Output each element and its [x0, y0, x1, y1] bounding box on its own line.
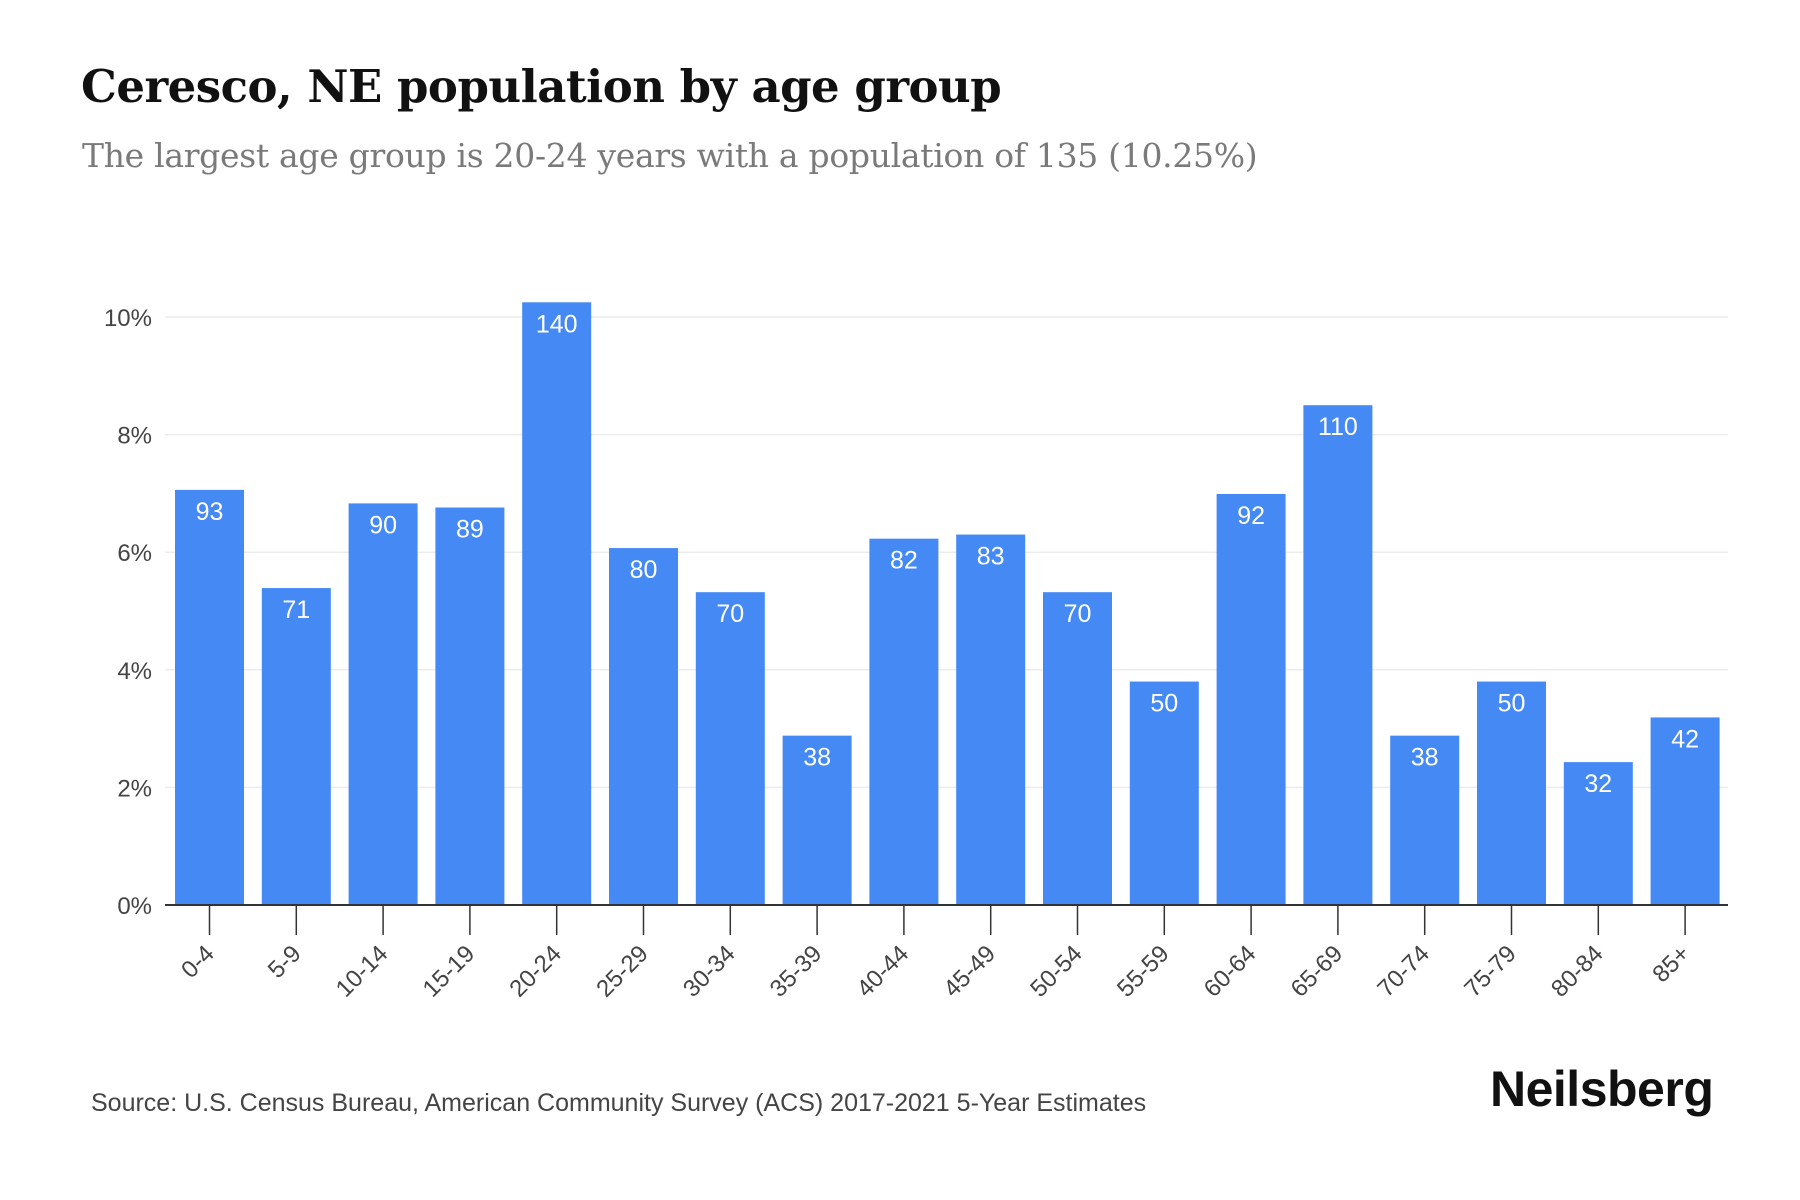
- x-tick-label: 25-29: [591, 940, 654, 1003]
- x-tick-label: 50-54: [1025, 940, 1088, 1003]
- x-tick-label: 85+: [1647, 940, 1695, 988]
- bar-value-label: 89: [456, 516, 484, 544]
- bar-5-9: [261, 588, 331, 905]
- y-tick-label: 6%: [117, 540, 152, 567]
- brand-logo: Neilsberg: [1490, 1061, 1714, 1117]
- bar-value-label: 93: [196, 498, 224, 526]
- bar-value-label: 140: [536, 310, 578, 338]
- bar-value-label: 70: [716, 600, 744, 628]
- bars: 93 71 90 89 140 80 70 38 82 83 70 50 92 110 38 50 32 42: [175, 302, 1720, 905]
- y-tick-label: 4%: [117, 658, 152, 685]
- chart-title: Ceresco, NE population by age group: [81, 60, 1002, 113]
- bar-50-54: [1043, 592, 1112, 905]
- x-tick-label: 30-34: [678, 940, 741, 1003]
- y-tick-label: 10%: [104, 305, 152, 332]
- bar-60-64: [1216, 493, 1286, 905]
- grid-lines: [165, 316, 1728, 789]
- bar-value-label: 42: [1671, 725, 1699, 753]
- chart-subtitle: The largest age group is 20-24 years wit…: [82, 136, 1258, 175]
- source-note: Source: U.S. Census Bureau, American Com…: [91, 1089, 1147, 1117]
- x-tick-label: 60-64: [1199, 940, 1262, 1003]
- bar-value-label: 82: [890, 547, 918, 575]
- bar-15-19: [435, 507, 505, 905]
- bar-45-49: [956, 534, 1026, 905]
- x-tick-label: 40-44: [852, 940, 915, 1003]
- x-tick-label: 80-84: [1546, 940, 1609, 1003]
- bar-55-59: [1129, 681, 1199, 905]
- bar-value-label: 90: [369, 511, 397, 539]
- y-tick-label: 8%: [117, 423, 152, 450]
- bar-value-label: 50: [1498, 690, 1526, 718]
- y-tick-label: 0%: [117, 893, 152, 920]
- x-tick-label: 20-24: [504, 940, 567, 1003]
- bar-65-69: [1303, 405, 1373, 905]
- bar-value-label: 110: [1318, 413, 1358, 441]
- bar-20-24: [522, 302, 592, 905]
- bar-30-34: [695, 592, 765, 905]
- bar-value-label: 70: [1064, 600, 1092, 628]
- bar-value-label: 71: [282, 596, 310, 624]
- bar-35-39: [782, 735, 852, 905]
- x-tick-label: 65-69: [1286, 940, 1349, 1003]
- x-tick-label: 15-19: [418, 940, 481, 1003]
- y-axis-ticks: 0% 2% 4% 6% 8% 10%: [104, 305, 152, 920]
- bar-0-4: [175, 489, 244, 905]
- bar-10-14: [348, 503, 418, 905]
- bar-value-label: 38: [803, 744, 831, 772]
- x-tick-label: 10-14: [331, 940, 394, 1003]
- bar-40-44: [869, 538, 939, 905]
- bar-value-label: 32: [1584, 770, 1612, 798]
- y-tick-label: 2%: [117, 775, 152, 802]
- x-tick-label: 70-74: [1372, 940, 1435, 1003]
- bar-value-label: 50: [1150, 690, 1178, 718]
- bar-value-label: 83: [977, 543, 1005, 571]
- bar-value-label: 92: [1237, 502, 1265, 530]
- x-tick-label: 45-49: [938, 940, 1001, 1003]
- bar-85+: [1650, 717, 1720, 905]
- bar-75-79: [1477, 681, 1546, 905]
- x-tick-label: 5-9: [263, 940, 307, 984]
- x-tick-label: 0-4: [176, 940, 220, 984]
- x-tick-label: 75-79: [1459, 940, 1522, 1003]
- x-axis-ticks: 0-4 5-9 10-14 15-19 20-24 25-29 30-34 35-39 40-4…: [176, 905, 1695, 1003]
- x-tick-label: 35-39: [765, 940, 828, 1003]
- bar-value-label: 80: [630, 556, 658, 584]
- x-tick-label: 55-59: [1112, 940, 1175, 1003]
- bar-70-74: [1390, 735, 1460, 905]
- bar-80-84: [1563, 762, 1633, 905]
- bar-25-29: [609, 548, 678, 905]
- bar-value-label: 38: [1411, 744, 1439, 772]
